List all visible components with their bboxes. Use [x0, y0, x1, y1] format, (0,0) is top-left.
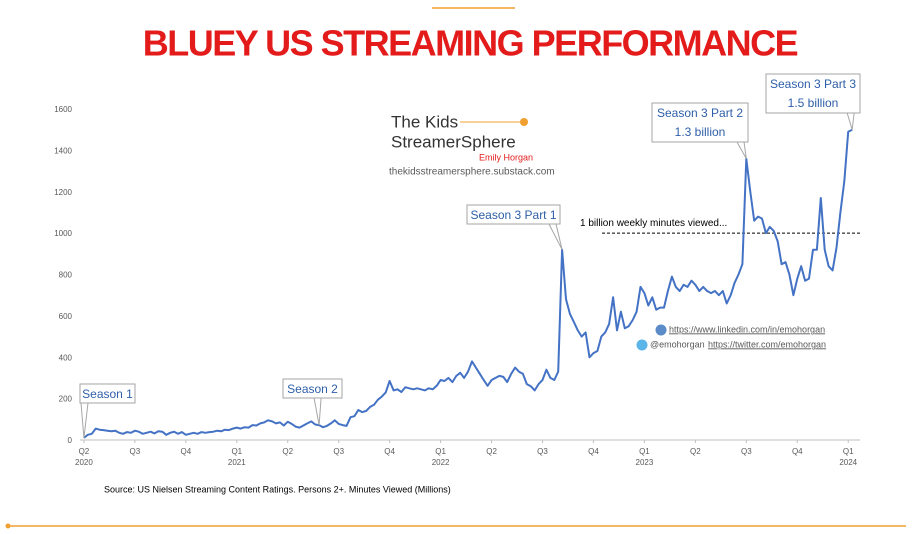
x-tick-label: Q1	[231, 447, 242, 456]
callout-pointer	[313, 397, 322, 426]
logo-dot	[520, 118, 528, 126]
x-tick-label: Q3	[537, 447, 548, 456]
logo-url: thekidsstreamersphere.substack.com	[389, 167, 555, 178]
x-tick-label: Q4	[384, 447, 395, 456]
bottom-dot	[5, 523, 11, 529]
callout-pointer	[80, 402, 89, 438]
callout-pointer	[548, 223, 563, 250]
reference-label: 1 billion weekly minutes viewed...	[580, 218, 727, 229]
callout-text: Season 3 Part 3	[770, 77, 856, 91]
series-line	[83, 128, 853, 439]
y-tick-label: 600	[59, 312, 73, 321]
twitter-handle: @emohorgan	[650, 339, 705, 349]
twitter-link[interactable]: https://twitter.com/emohorgan	[708, 339, 826, 349]
x-tick-label: Q2	[282, 447, 293, 456]
logo-line1: The Kids	[391, 112, 458, 131]
y-tick-label: 1200	[54, 188, 72, 197]
callout-text: Season 3 Part 1	[470, 208, 556, 222]
twitter-icon	[636, 339, 648, 351]
x-tick-label: Q4	[180, 447, 191, 456]
x-tick-label: Q2	[79, 447, 90, 456]
y-tick-label: 200	[59, 395, 73, 404]
callout-box	[282, 378, 343, 399]
callout-text: 1.5 billion	[788, 96, 839, 110]
year-label: 2021	[228, 458, 246, 467]
y-tick-label: 400	[59, 353, 73, 362]
callout-box	[466, 204, 561, 225]
x-tick-label: Q2	[486, 447, 497, 456]
year-label: 2024	[839, 458, 857, 467]
x-tick-label: Q4	[588, 447, 599, 456]
x-tick-label: Q1	[639, 447, 650, 456]
callout-text: Season 1	[82, 387, 133, 401]
callout-pointer	[846, 112, 855, 130]
x-tick-label: Q3	[333, 447, 344, 456]
callout-box	[651, 102, 749, 143]
y-tick-label: 1000	[54, 229, 72, 238]
callout-text: Season 2	[287, 382, 338, 396]
y-tick-label: 1400	[54, 146, 72, 155]
year-label: 2020	[75, 458, 93, 467]
x-tick-label: Q3	[130, 447, 141, 456]
y-tick-label: 1600	[54, 105, 72, 114]
logo-line2: StreamerSphere	[391, 132, 516, 151]
year-label: 2023	[636, 458, 654, 467]
callout-box	[765, 73, 861, 114]
linkedin-icon	[655, 324, 667, 336]
callout-pointer	[736, 141, 747, 159]
x-tick-label: Q4	[792, 447, 803, 456]
x-tick-label: Q3	[741, 447, 752, 456]
x-tick-label: Q1	[843, 447, 854, 456]
source-note: Source: US Nielsen Streaming Content Rat…	[104, 484, 451, 494]
callout-text: Season 3 Part 2	[657, 106, 743, 120]
y-tick-label: 0	[68, 436, 73, 445]
x-tick-label: Q1	[435, 447, 446, 456]
chart-title: BLUEY US STREAMING PERFORMANCE	[143, 23, 798, 64]
callout-text: 1.3 billion	[675, 125, 726, 139]
y-tick-label: 800	[59, 271, 73, 280]
logo-author: Emily Horgan	[479, 152, 533, 162]
callout-box	[79, 383, 136, 404]
x-tick-label: Q2	[690, 447, 701, 456]
year-label: 2022	[432, 458, 450, 467]
linkedin-link[interactable]: https://www.linkedin.com/in/emohorgan	[669, 324, 825, 334]
